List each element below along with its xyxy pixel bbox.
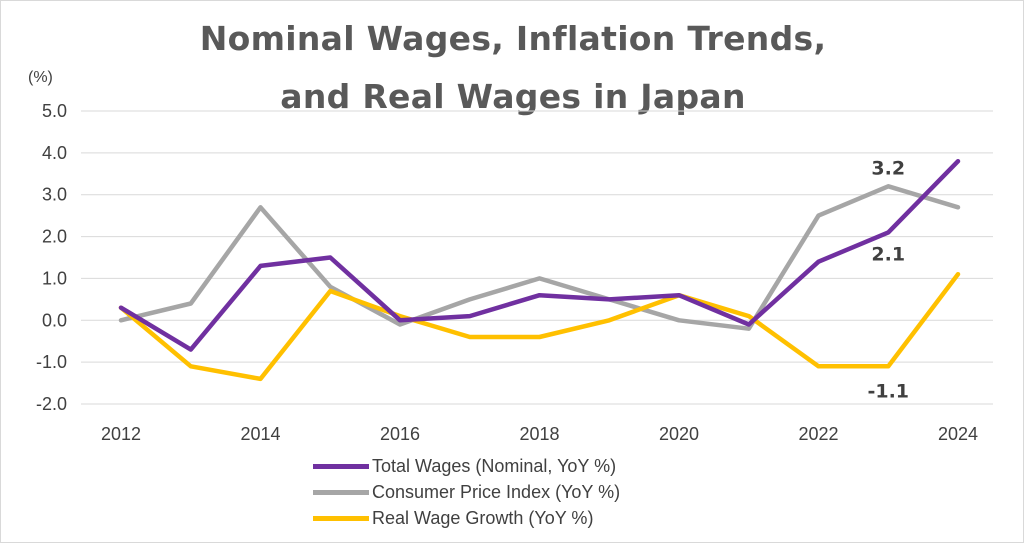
y-tick-label: 5.0 xyxy=(42,101,67,121)
x-tick-label: 2020 xyxy=(659,424,699,444)
x-tick-label: 2018 xyxy=(519,424,559,444)
series-lines xyxy=(118,158,961,382)
y-tick-label: 0.0 xyxy=(42,310,67,330)
nominal-wages-line xyxy=(118,158,961,352)
legend-item-cpi: Consumer Price Index (YoY %) xyxy=(313,479,620,505)
y-tick-label: -1.0 xyxy=(36,352,67,372)
legend-swatch-real-wages xyxy=(313,515,369,521)
cpi-line xyxy=(118,184,961,331)
legend-item-nominal-wages: Total Wages (Nominal, YoY %) xyxy=(313,453,620,479)
y-axis-unit-label: (%) xyxy=(28,69,53,86)
legend-label-nominal-wages: Total Wages (Nominal, YoY %) xyxy=(372,455,617,476)
y-tick-label: 1.0 xyxy=(42,268,67,288)
chart-title-line2: and Real Wages in Japan xyxy=(280,77,746,116)
x-tick-label: 2024 xyxy=(938,424,978,444)
y-tick-label: 2.0 xyxy=(42,227,67,247)
x-tick-label: 2014 xyxy=(240,424,280,444)
x-tick-label: 2012 xyxy=(101,424,141,444)
y-tick-label: -2.0 xyxy=(36,394,67,414)
data-label: -1.1 xyxy=(867,380,909,402)
legend-swatch-nominal-wages xyxy=(313,463,369,469)
legend-label-real-wages: Real Wage Growth (YoY %) xyxy=(372,507,594,528)
x-axis-ticks: 2012 2014 2016 2018 2020 2022 2024 xyxy=(101,424,978,444)
x-tick-label: 2022 xyxy=(798,424,838,444)
gridlines xyxy=(81,110,993,405)
legend: Total Wages (Nominal, YoY %) Consumer Pr… xyxy=(313,453,620,531)
y-tick-label: 4.0 xyxy=(42,143,67,163)
y-axis-ticks: 5.0 4.0 3.0 2.0 1.0 0.0 -1.0 -2.0 xyxy=(36,101,67,414)
data-label: 2.1 xyxy=(871,243,905,265)
legend-label-cpi: Consumer Price Index (YoY %) xyxy=(372,481,621,502)
x-tick-label: 2016 xyxy=(380,424,420,444)
data-label: 3.2 xyxy=(871,157,905,179)
data-labels: 3.2 2.1 -1.1 xyxy=(867,157,909,402)
real-wages-line xyxy=(118,271,961,382)
chart-title-line1: Nominal Wages, Inflation Trends, xyxy=(199,19,827,58)
y-tick-label: 3.0 xyxy=(42,185,67,205)
legend-swatch-cpi xyxy=(313,489,369,495)
legend-item-real-wages: Real Wage Growth (YoY %) xyxy=(313,505,620,531)
